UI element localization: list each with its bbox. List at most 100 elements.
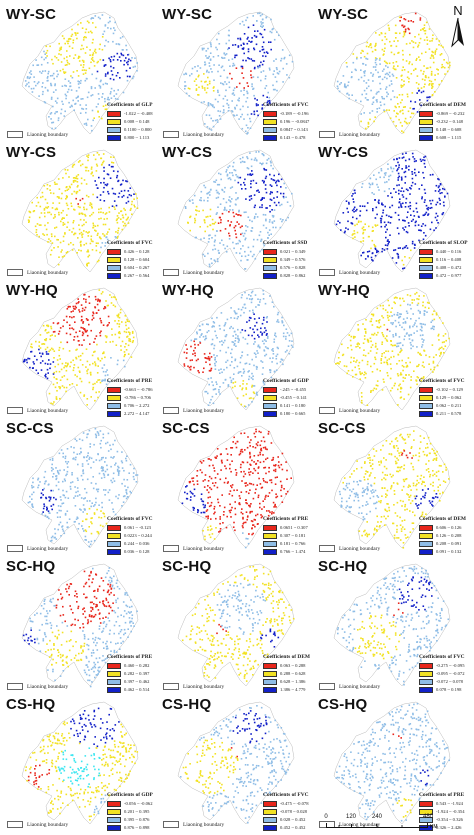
sample-point: [107, 315, 110, 318]
sample-point: [210, 504, 212, 507]
sample-point: [93, 443, 95, 446]
sample-point: [242, 156, 244, 159]
sample-point: [98, 504, 100, 506]
sample-point: [256, 20, 258, 22]
sample-point: [354, 224, 356, 227]
sample-point: [25, 84, 27, 87]
sample-point: [357, 78, 360, 81]
sample-point: [421, 329, 423, 332]
sample-point: [204, 504, 206, 507]
sample-point: [257, 189, 259, 192]
sample-point: [72, 71, 75, 73]
sample-point: [386, 109, 388, 111]
sample-point: [404, 117, 407, 120]
sample-point: [217, 32, 220, 35]
sample-point: [357, 345, 359, 348]
sample-point: [84, 306, 87, 309]
sample-point: [89, 30, 92, 33]
sample-point: [398, 189, 400, 192]
sample-point: [240, 403, 243, 406]
sample-point: [416, 383, 418, 386]
sample-point: [103, 235, 106, 237]
sample-point: [277, 179, 279, 182]
sample-point: [77, 490, 79, 493]
sample-point: [94, 306, 97, 309]
legend-row: 0.766 ~ 1.474: [263, 548, 321, 556]
sample-point: [222, 244, 225, 246]
sample-point: [346, 65, 348, 68]
sample-point: [90, 94, 92, 97]
sample-point: [409, 42, 411, 45]
sample-point: [217, 498, 219, 501]
sample-point: [92, 193, 94, 196]
sample-point: [86, 155, 88, 157]
sample-point: [31, 91, 34, 93]
sample-point: [210, 398, 212, 401]
sample-point: [227, 481, 229, 483]
sample-point: [86, 263, 88, 266]
sample-point: [227, 220, 229, 222]
sample-point: [209, 103, 212, 105]
sample-point: [76, 190, 79, 193]
sample-point: [102, 469, 105, 472]
sample-point: [235, 446, 238, 449]
sample-point: [359, 210, 362, 212]
sample-point: [431, 199, 434, 202]
sample-point: [385, 459, 387, 461]
sample-point: [211, 218, 214, 221]
sample-point: [408, 81, 410, 83]
province-outline: [333, 11, 451, 135]
sample-point: [427, 67, 429, 69]
sample-point: [258, 336, 260, 338]
sample-point: [116, 59, 119, 61]
sample-point: [394, 438, 397, 440]
sample-point: [231, 110, 233, 112]
sample-point: [128, 58, 130, 61]
sample-point: [411, 522, 414, 524]
sample-point: [250, 483, 253, 485]
sample-point: [193, 80, 196, 82]
sample-point: [84, 539, 86, 541]
sample-point: [262, 380, 265, 383]
sample-point: [347, 211, 349, 213]
sample-point: [281, 320, 283, 322]
sample-point: [43, 505, 46, 507]
legend-swatch: [419, 265, 433, 272]
sample-point: [210, 104, 213, 106]
sample-point: [219, 328, 221, 330]
sample-point: [256, 328, 259, 331]
sample-point: [99, 381, 102, 384]
sample-point: [260, 487, 263, 489]
sample-point: [375, 342, 377, 345]
sample-point: [199, 342, 202, 344]
sample-point: [116, 52, 119, 55]
sample-point: [266, 207, 268, 209]
sample-point: [37, 478, 39, 481]
sample-point: [216, 455, 218, 457]
sample-point: [113, 95, 115, 97]
sample-point: [415, 207, 418, 210]
sample-point: [100, 237, 102, 240]
sample-point: [403, 449, 405, 451]
sample-point: [220, 178, 222, 181]
sample-point: [98, 98, 100, 100]
sample-point: [420, 377, 423, 380]
sample-point: [99, 430, 102, 432]
sample-point: [99, 199, 102, 201]
sample-point: [126, 79, 129, 82]
sample-point: [86, 478, 89, 481]
sample-point: [243, 432, 246, 434]
sample-point: [229, 376, 232, 379]
sample-point: [395, 262, 398, 264]
sample-point: [208, 114, 211, 117]
sample-point: [215, 381, 217, 383]
sample-point: [385, 86, 388, 88]
sample-point: [398, 51, 400, 54]
sample-point: [73, 521, 76, 523]
sample-point: [26, 83, 28, 85]
sample-point: [63, 217, 65, 219]
sample-point: [193, 488, 196, 491]
sample-point: [274, 483, 277, 485]
sample-point: [54, 216, 56, 218]
sample-point: [274, 76, 277, 78]
